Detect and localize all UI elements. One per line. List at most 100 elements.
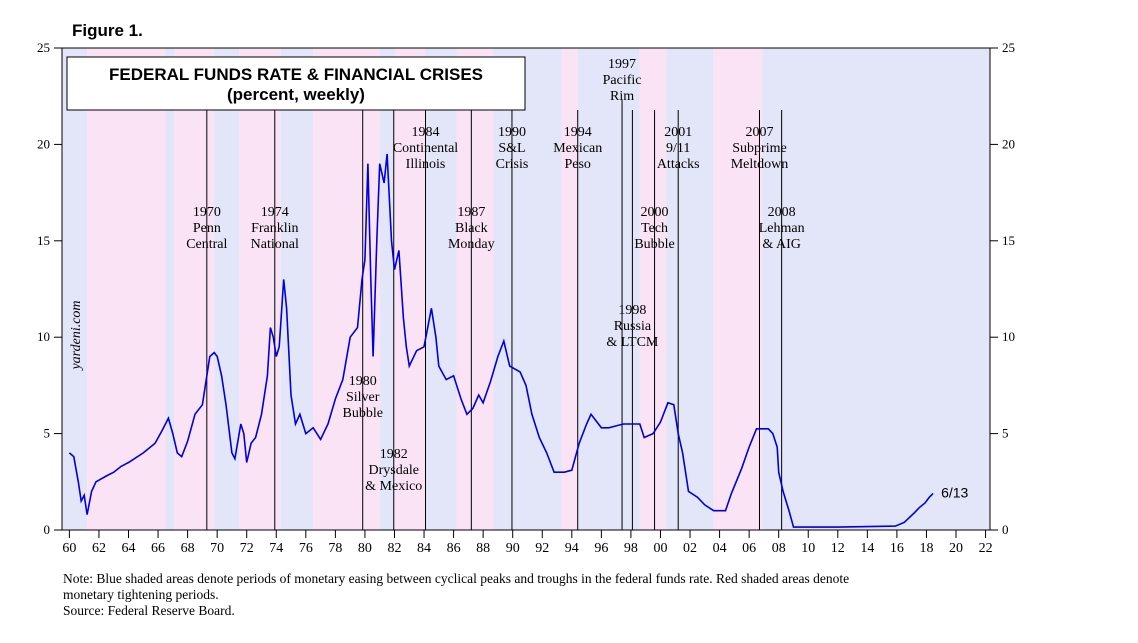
y-tick-label: 15 <box>37 233 50 248</box>
event-label: 2008 <box>768 205 796 220</box>
shaded-period <box>280 48 314 530</box>
x-tick-label: 12 <box>831 541 845 556</box>
event-label: Monday <box>448 237 495 252</box>
shaded-period <box>762 48 990 530</box>
shaded-period <box>666 48 714 530</box>
x-tick-label: 68 <box>181 541 195 556</box>
event-label: Illinois <box>406 157 446 172</box>
event-label: 1994 <box>564 125 592 140</box>
x-tick-label: 80 <box>358 541 372 556</box>
x-tick-label: 08 <box>772 541 786 556</box>
x-tick-label: 14 <box>860 541 874 556</box>
x-tick-label: 16 <box>890 541 904 556</box>
chart-title: FEDERAL FUNDS RATE & FINANCIAL CRISES <box>109 65 483 84</box>
shaded-period <box>87 48 166 530</box>
x-tick-label: 64 <box>121 541 135 556</box>
event-label: & AIG <box>762 237 801 252</box>
event-label: 1982 <box>380 447 408 462</box>
event-label: & LTCM <box>606 335 659 350</box>
x-tick-label: 70 <box>210 541 224 556</box>
shaded-period <box>577 48 640 530</box>
x-tick-label: 18 <box>919 541 933 556</box>
shaded-period <box>379 48 395 530</box>
event-label: Rim <box>610 89 634 104</box>
event-label: Meltdown <box>731 157 789 172</box>
x-tick-label: 88 <box>476 541 490 556</box>
shaded-period <box>639 48 667 530</box>
y2-tick-label: 20 <box>1002 136 1015 151</box>
y2-tick-label: 25 <box>1002 40 1015 55</box>
x-tick-label: 66 <box>151 541 165 556</box>
end-label: 6/13 <box>941 484 968 500</box>
event-label: Lehman <box>759 221 805 236</box>
rate-line <box>68 153 934 528</box>
event-label: National <box>251 237 299 252</box>
event-label: 9/11 <box>666 141 690 156</box>
shaded-period <box>394 48 426 530</box>
x-tick-label: 98 <box>624 541 638 556</box>
event-label: Subprime <box>732 141 786 156</box>
shaded-period <box>239 48 281 530</box>
event-label: 2001 <box>664 125 692 140</box>
event-label: Pacific <box>603 73 642 88</box>
y2-tick-label: 15 <box>1002 233 1015 248</box>
x-tick-label: 60 <box>62 541 76 556</box>
x-tick-label: 02 <box>683 541 697 556</box>
y-tick-label: 5 <box>44 426 51 441</box>
event-label: Penn <box>193 221 221 236</box>
y2-tick-label: 0 <box>1002 522 1009 537</box>
watermark: yardeni.com <box>69 300 84 371</box>
x-tick-label: 74 <box>269 541 283 556</box>
event-label: 1970 <box>193 205 221 220</box>
event-label: Franklin <box>251 221 298 236</box>
plot-frame <box>61 47 991 531</box>
y-tick-label: 20 <box>37 136 50 151</box>
event-label: S&L <box>498 141 525 156</box>
event-label: 2000 <box>641 205 669 220</box>
x-tick-label: 78 <box>328 541 342 556</box>
y-tick-label: 25 <box>37 40 50 55</box>
event-label: Central <box>186 237 227 252</box>
event-label: Drysdale <box>368 463 419 478</box>
y2-tick-label: 5 <box>1002 426 1009 441</box>
x-tick-label: 92 <box>535 541 549 556</box>
title-box <box>66 56 526 111</box>
event-label: Peso <box>564 157 590 172</box>
x-tick-label: 62 <box>92 541 106 556</box>
x-tick-label: 72 <box>240 541 254 556</box>
y2-tick-label: 10 <box>1002 329 1015 344</box>
event-label: Attacks <box>657 157 700 172</box>
footnote: Source: Federal Reserve Board. <box>63 603 235 618</box>
shaded-period <box>165 48 175 530</box>
x-tick-label: 00 <box>653 541 667 556</box>
event-label: 1998 <box>618 303 646 318</box>
event-label: 1987 <box>457 205 485 220</box>
x-tick-label: 82 <box>387 541 401 556</box>
event-label: & Mexico <box>365 479 422 494</box>
figure-label: Figure 1. <box>72 21 143 40</box>
event-label: Black <box>455 221 488 236</box>
event-label: 1984 <box>412 125 440 140</box>
x-tick-label: 86 <box>447 541 461 556</box>
shaded-period <box>713 48 763 530</box>
event-label: Silver <box>346 390 380 405</box>
shaded-period <box>62 48 88 530</box>
event-label: 1990 <box>498 125 526 140</box>
event-label: Bubble <box>634 237 674 252</box>
event-label: 1974 <box>261 205 289 220</box>
event-label: Russia <box>614 319 652 334</box>
x-tick-label: 90 <box>506 541 520 556</box>
x-tick-label: 96 <box>594 541 608 556</box>
footnote: Note: Blue shaded areas denote periods o… <box>63 571 849 586</box>
shaded-period <box>425 48 457 530</box>
event-label: 1997 <box>608 57 636 72</box>
chart-subtitle: (percent, weekly) <box>227 85 365 104</box>
event-label: Crisis <box>496 157 529 172</box>
x-tick-label: 04 <box>713 541 727 556</box>
x-tick-label: 22 <box>979 541 993 556</box>
x-tick-label: 20 <box>949 541 963 556</box>
x-tick-label: 06 <box>742 541 756 556</box>
event-label: 2007 <box>745 125 773 140</box>
event-label: Continental <box>393 141 458 156</box>
